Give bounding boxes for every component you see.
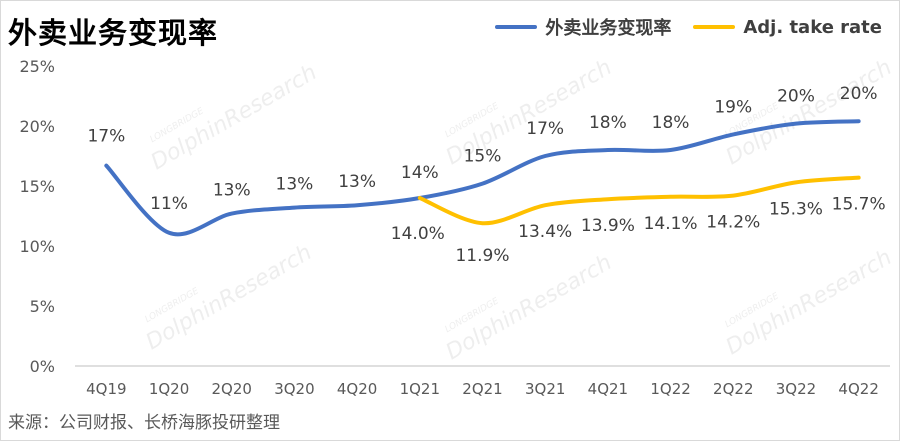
data-label-series-1: 19% (714, 97, 752, 117)
y-tick-label: 0% (30, 357, 55, 376)
x-tick-label: 1Q22 (650, 380, 690, 398)
y-tick-label: 20% (19, 117, 55, 136)
legend-item-series-1: 外卖业务变现率 (495, 14, 671, 40)
data-label-series-1: 14% (401, 163, 439, 183)
chart-title: 外卖业务变现率 (8, 16, 219, 50)
y-tick-label: 25% (19, 57, 55, 76)
x-tick-label: 2Q20 (212, 380, 252, 398)
data-label-series-1: 18% (652, 113, 690, 133)
series-line-1 (104, 119, 861, 237)
x-tick-label: 2Q21 (462, 380, 502, 398)
legend-item-series-2: Adj. take rate (693, 17, 882, 38)
watermark-name: DolphinResearch (147, 60, 321, 175)
series-lines (104, 119, 861, 237)
data-label-series-2: 13.9% (581, 216, 635, 236)
legend: 外卖业务变现率 Adj. take rate (495, 14, 882, 40)
legend-swatch-series-2 (693, 25, 736, 29)
data-label-series-1: 15% (464, 147, 502, 167)
x-tick-label: 3Q21 (525, 380, 565, 398)
x-tick-label: 4Q21 (588, 380, 628, 398)
y-tick-label: 5% (30, 297, 55, 316)
data-label-series-1: 17% (87, 127, 125, 147)
series-line-2 (417, 175, 861, 226)
data-label-series-1: 20% (840, 84, 878, 104)
y-tick-label: 10% (19, 237, 55, 256)
data-label-series-2: 13.4% (518, 222, 572, 242)
data-label-series-2: 15.3% (769, 199, 823, 219)
x-tick-label: 4Q20 (337, 380, 377, 398)
x-tick-label: 3Q20 (274, 380, 314, 398)
data-label-series-2: 14.1% (644, 214, 698, 234)
data-label-series-1: 13% (213, 181, 251, 201)
data-label-series-1: 17% (526, 119, 564, 139)
legend-label-series-1: 外卖业务变现率 (545, 18, 672, 39)
data-label-series-2: 14.2% (706, 213, 760, 233)
source-note: 来源：公司财报、长桥海豚投研整理 (8, 413, 280, 433)
data-labels: 17% 11% 13% 13% 13% 14% 15% 17% 18% 18% 19% 20% 20% 1… (87, 84, 885, 266)
data-label-series-1: 13% (276, 175, 314, 195)
x-tick-label: 4Q19 (86, 380, 126, 398)
y-tick-label: 15% (19, 177, 55, 196)
legend-label-series-2: Adj. take rate (743, 16, 882, 38)
data-label-series-1: 11% (150, 194, 188, 214)
axes: 0% 5% 10% 15% 20% 25% 4Q19 1Q20 2Q20 3Q20 4Q20 1Q21… (19, 57, 890, 398)
data-label-series-1: 13% (338, 172, 376, 192)
x-tick-label: 3Q22 (776, 380, 816, 398)
data-label-series-2: 15.7% (832, 195, 886, 215)
x-tick-label: 1Q20 (149, 380, 189, 398)
watermark-name: DolphinResearch (442, 250, 616, 365)
data-label-series-2: 11.9% (455, 246, 509, 266)
x-tick-label: 4Q22 (838, 380, 878, 398)
watermark-name: DolphinResearch (722, 245, 896, 360)
legend-swatch-series-1 (495, 25, 538, 29)
x-tick-label: 1Q21 (400, 380, 440, 398)
data-label-series-2: 14.0% (391, 224, 445, 244)
watermark-name: DolphinResearch (142, 240, 316, 355)
data-label-series-1: 20% (777, 87, 815, 107)
x-tick-label: 2Q22 (713, 380, 753, 398)
data-label-series-1: 18% (589, 113, 627, 133)
